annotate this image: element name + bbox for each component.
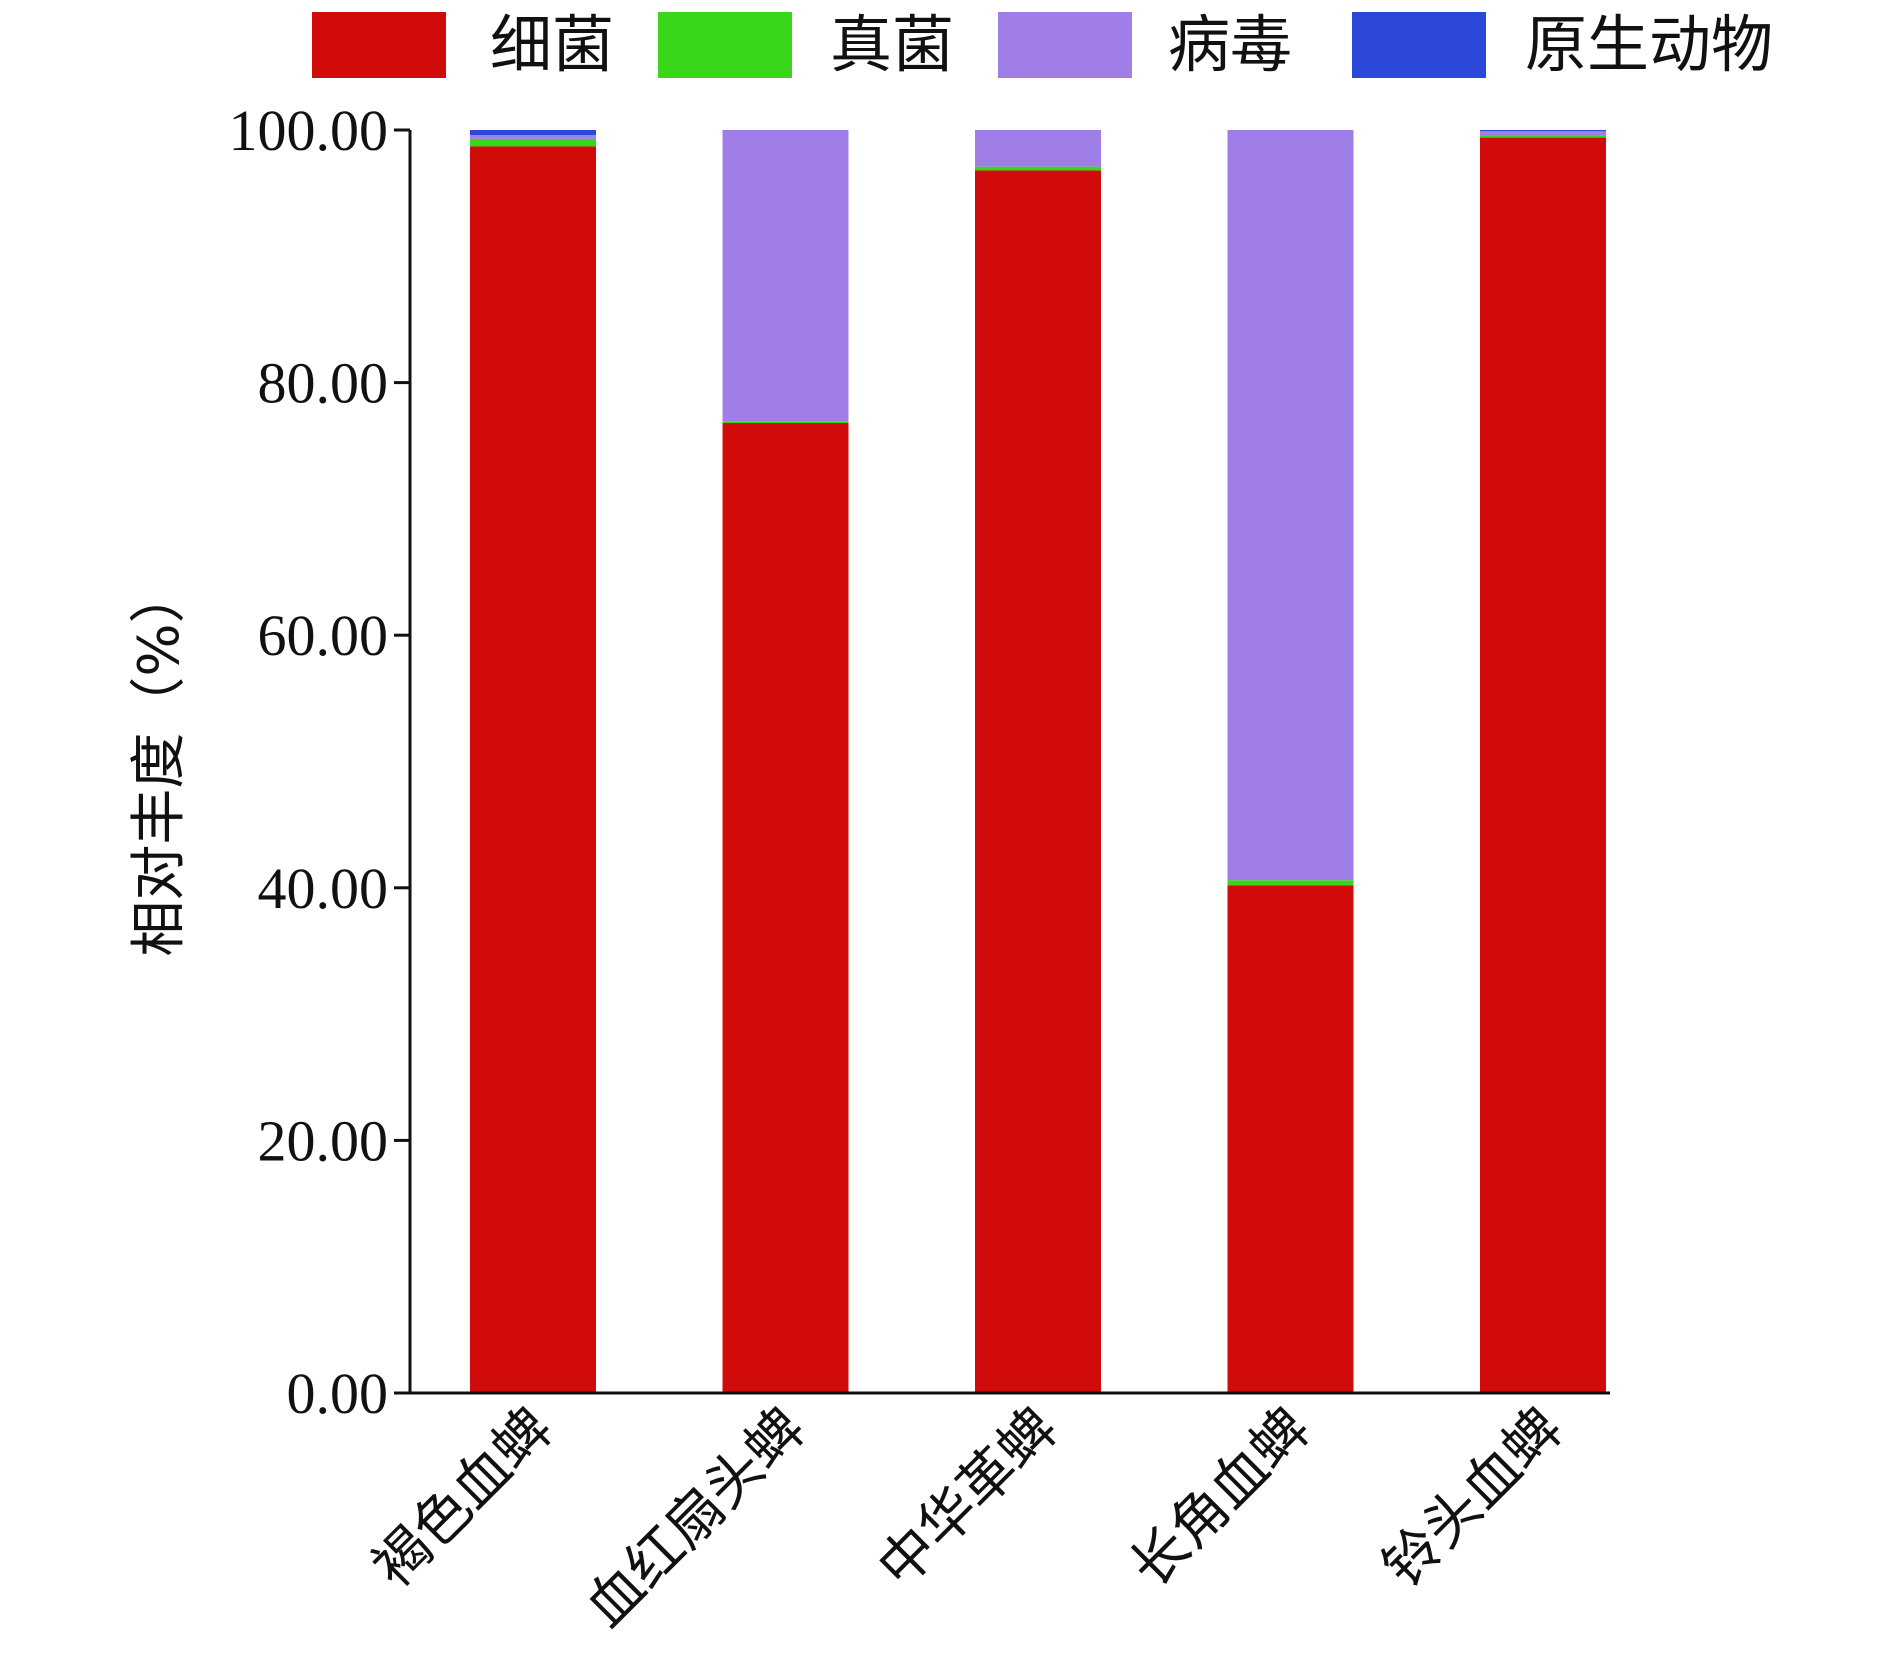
bar-1-series-3 (470, 135, 596, 139)
bar-4-series-2 (1227, 880, 1354, 886)
x-category-label-1: 褐色血蜱 (361, 1396, 565, 1600)
bar-3-series-1 (975, 170, 1101, 1393)
x-category-label-2: 血红扇头蜱 (573, 1396, 817, 1640)
bar-5-series-4 (1480, 130, 1606, 132)
bar-5-series-2 (1480, 135, 1606, 138)
legend-label-4: 原生动物 (1525, 8, 1773, 81)
legend: 细菌 真菌 病毒 原生动物 (312, 8, 1773, 81)
x-category-label-3: 中华革蜱 (866, 1396, 1070, 1600)
bars (470, 130, 1606, 1394)
y-tick-label-3: 40.00 (258, 856, 389, 921)
bar-2-series-1 (722, 423, 849, 1393)
x-category-label-5: 铃头血蜱 (1371, 1396, 1575, 1600)
y-tick-label-6: 100.00 (229, 98, 389, 163)
y-axis-title: 相对丰度（%） (127, 567, 192, 956)
legend-swatch-2 (658, 12, 792, 78)
bar-5-series-1 (1480, 137, 1606, 1393)
bar-3-series-2 (975, 166, 1101, 171)
axes: 0.00 20.00 40.00 60.00 80.00 100.00 褐色血蜱 血红扇头蜱中… (229, 98, 1610, 1640)
y-tick-label-2: 20.00 (258, 1108, 389, 1173)
legend-swatch-3 (998, 12, 1132, 78)
bar-4-series-1 (1227, 885, 1354, 1393)
bar-1-series-1 (470, 146, 596, 1394)
bar-1-series-4 (470, 130, 596, 136)
bar-2-series-3 (722, 130, 849, 422)
y-tick-label-4: 60.00 (258, 603, 389, 668)
y-tick-label-5: 80.00 (258, 351, 389, 416)
bar-5-series-3 (1480, 131, 1606, 136)
legend-swatch-1 (312, 12, 446, 78)
legend-label-3: 病毒 (1168, 8, 1292, 81)
bar-2-series-2 (722, 421, 849, 424)
y-tick-label-1: 0.00 (287, 1361, 389, 1426)
bar-3-series-3 (975, 130, 1101, 167)
bar-1-series-2 (470, 138, 596, 147)
bar-4-series-3 (1227, 130, 1354, 881)
x-category-label-4: 长角血蜱 (1118, 1396, 1322, 1600)
legend-label-2: 真菌 (830, 8, 954, 81)
legend-label-1: 细菌 (490, 8, 614, 81)
legend-swatch-4 (1352, 12, 1486, 78)
